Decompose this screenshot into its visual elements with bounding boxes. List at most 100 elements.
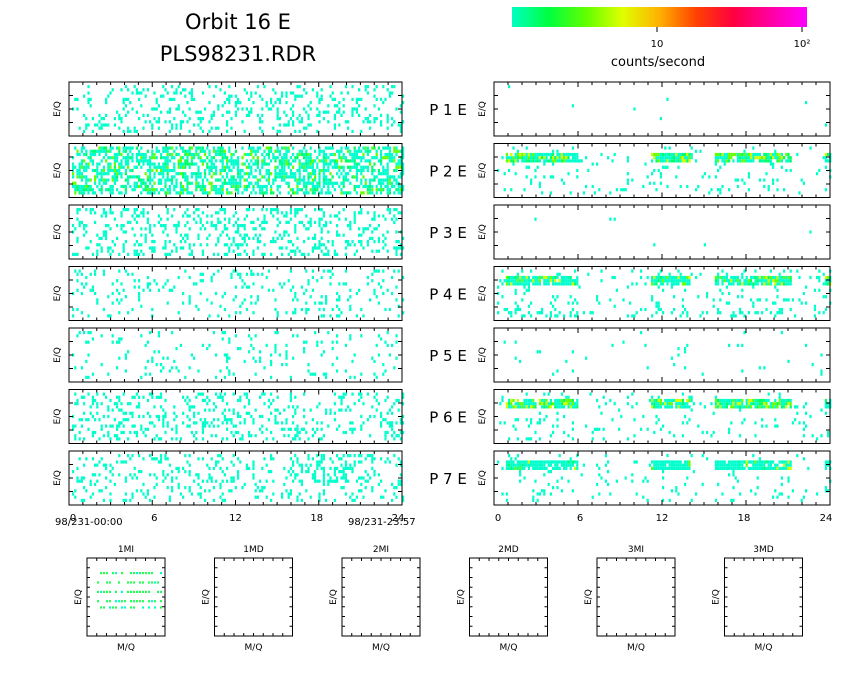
spectrogram-cell xyxy=(530,405,533,409)
spectrogram-cell xyxy=(560,282,563,286)
spectrogram-cell xyxy=(153,350,156,354)
spectrogram-cell xyxy=(673,295,676,299)
spectrogram-cell xyxy=(175,224,178,228)
spectrogram-cell xyxy=(133,85,136,89)
spectrogram-cell xyxy=(600,269,603,273)
spectrogram-cell xyxy=(395,230,398,234)
spectrogram-cell xyxy=(377,214,380,218)
spectrogram-cell xyxy=(164,165,167,169)
spectrogram-cell xyxy=(741,159,744,163)
spectrogram-cell xyxy=(772,162,775,166)
spectrogram-cell xyxy=(549,191,552,195)
spectrogram-cell xyxy=(83,159,86,163)
spectrogram-cell xyxy=(338,184,341,189)
spectrogram-cell xyxy=(300,252,303,256)
spectrogram-cell xyxy=(87,101,90,105)
spectrogram-cell xyxy=(397,181,400,185)
spectrogram-cell xyxy=(135,240,138,244)
spectrogram-cell xyxy=(76,184,79,189)
spectrogram-cell xyxy=(569,398,572,403)
spectrogram-cell xyxy=(316,421,319,425)
spectrogram-cell xyxy=(204,188,207,192)
spectrogram-cell xyxy=(102,414,105,419)
spectrogram-cell xyxy=(336,233,339,237)
spectrogram-cell xyxy=(747,152,750,157)
spectrogram-cell xyxy=(644,282,647,286)
spectrogram-cell xyxy=(340,159,343,163)
spectrogram-cell xyxy=(230,168,233,173)
spectrogram-cell xyxy=(270,208,273,212)
spectrogram-cell xyxy=(164,224,167,228)
spectrogram-cell xyxy=(377,353,380,357)
spectrogram-cell xyxy=(230,126,233,130)
spectrogram-cell xyxy=(670,285,673,289)
spectrogram-cell xyxy=(366,211,369,215)
spectrogram-cell xyxy=(155,363,158,367)
spectrogram-cell xyxy=(360,424,363,428)
spectrogram-cell xyxy=(373,269,376,273)
spectrogram-cell xyxy=(752,301,755,305)
spectrogram-cell xyxy=(177,191,180,195)
spectrogram-cell xyxy=(327,165,330,169)
spectrogram-cell xyxy=(100,334,103,338)
spectrogram-cell xyxy=(730,279,733,283)
spectrogram-cell xyxy=(532,405,535,409)
spectrogram-cell xyxy=(289,427,292,431)
spectrogram-cell xyxy=(118,408,121,412)
spectrogram-cell xyxy=(111,175,114,179)
spectrogram-cell xyxy=(314,220,317,224)
ylabel-left: E/Q xyxy=(53,286,63,302)
spectrogram-cell xyxy=(364,181,367,185)
spectrogram-cell xyxy=(241,285,244,289)
spectrogram-cell xyxy=(725,279,728,283)
spectrogram-cell xyxy=(362,146,365,150)
spectrogram-cell xyxy=(774,405,777,409)
spectrogram-cell xyxy=(122,97,125,101)
spectrogram-cell xyxy=(188,301,191,305)
spectrogram-cell xyxy=(395,434,398,438)
spectrogram-cell xyxy=(668,156,671,160)
spectrogram-cell xyxy=(820,434,823,438)
spectrogram-cell xyxy=(631,178,634,182)
spectrogram-cell xyxy=(538,279,541,283)
spectrogram-cell xyxy=(129,146,132,150)
spectrogram-cell xyxy=(281,421,284,425)
spectrogram-cell xyxy=(234,113,237,117)
spectrogram-cell xyxy=(552,175,555,179)
spectrogram-cell xyxy=(686,402,689,406)
spectrogram-cell xyxy=(596,398,599,403)
spectrogram-cell xyxy=(532,279,535,283)
spectrogram-cell xyxy=(287,191,290,195)
spectrogram-cell xyxy=(107,165,110,169)
spectrogram-cell xyxy=(151,359,154,363)
spectrogram-cell xyxy=(497,301,500,305)
spectrogram-cell xyxy=(234,162,237,166)
spectrogram-cell xyxy=(278,172,281,176)
spectrogram-cell xyxy=(391,175,394,179)
spectrogram-cell xyxy=(375,149,378,153)
spectrogram-cell xyxy=(250,146,253,150)
spectrogram-cell xyxy=(151,307,154,312)
spectrogram-cell xyxy=(547,392,550,396)
spectrogram-cell xyxy=(541,311,544,315)
spectrogram-cell xyxy=(371,165,374,169)
spectrogram-cell xyxy=(736,343,739,347)
spectrogram-cell xyxy=(516,152,519,157)
spectrogram-cell xyxy=(679,314,682,318)
spectrogram-cell xyxy=(554,275,557,280)
spectrogram-cell xyxy=(366,243,369,247)
spectrogram-cell xyxy=(263,214,266,218)
spectrogram-cell xyxy=(248,97,251,101)
spectrogram-cell xyxy=(171,152,174,157)
spectrogram-cell xyxy=(160,395,163,399)
spectrogram-cell xyxy=(234,285,237,289)
spectrogram-cell xyxy=(300,94,303,98)
spectrogram-cell xyxy=(677,156,680,160)
spectrogram-cell xyxy=(217,240,220,244)
spectrogram-cell xyxy=(600,411,603,415)
spectrogram-cell xyxy=(289,217,292,221)
spectrogram-cell xyxy=(270,240,273,244)
spectrogram-cell xyxy=(620,188,623,192)
spectrogram-cell xyxy=(124,113,127,117)
spectrogram-cell xyxy=(322,159,325,163)
